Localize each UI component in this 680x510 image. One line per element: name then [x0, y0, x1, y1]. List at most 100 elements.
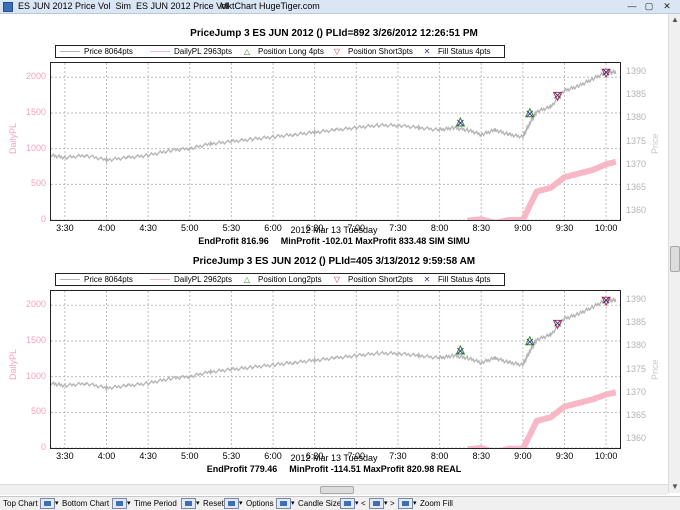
price-line-icon: [60, 279, 80, 281]
short-position-marker: [552, 91, 563, 102]
chevron-down-icon[interactable]: ▾: [413, 500, 417, 507]
legend-short: ▽ Position Short2pts: [330, 275, 413, 284]
top-plot-area[interactable]: [50, 62, 621, 226]
prev-button[interactable]: <: [361, 499, 366, 508]
x-tick-label: 6:30: [305, 223, 324, 233]
x-tick-label: 7:00: [347, 223, 366, 233]
legend-price: Price 8064pts: [60, 275, 133, 284]
options-label: Options: [246, 499, 274, 508]
top-end-profit: EndProfit 816.96: [198, 236, 269, 246]
x-tick-label: 9:00: [514, 223, 532, 233]
legend-dailypl: DailyPL 2962pts: [150, 275, 232, 284]
cross-icon: ✕: [423, 275, 431, 284]
top-min-max-profit: MinProfit -102.01 MaxProfit 833.48 SIM S…: [280, 236, 470, 246]
zoom-fill-button-icon[interactable]: [398, 498, 413, 509]
x-tick-label: 6:00: [264, 451, 282, 461]
scroll-thumb[interactable]: [670, 246, 680, 272]
long-position-marker: [524, 107, 535, 118]
right-tick-label: 1380: [626, 112, 647, 123]
candle-size-label: Candle Size: [298, 499, 342, 508]
next-button-icon[interactable]: [369, 498, 384, 509]
bottom-right-axis-label: Price: [650, 359, 660, 380]
chevron-down-icon[interactable]: ▾: [355, 500, 359, 507]
pl-line-icon: [150, 51, 170, 53]
zoom-fill-label: Zoom Fill: [420, 499, 453, 508]
left-tick-label: 500: [30, 178, 46, 189]
right-tick-label: 1360: [626, 432, 647, 443]
chevron-down-icon[interactable]: ▾: [127, 500, 131, 507]
top-right-axis-label: Price: [650, 133, 660, 154]
app-icon: [3, 2, 13, 12]
next-button[interactable]: >: [390, 499, 395, 508]
x-tick-label: 4:30: [139, 451, 157, 461]
bottom-end-profit: EndProfit 779.46: [206, 464, 278, 474]
hscroll-thumb[interactable]: [320, 486, 354, 494]
price-line-icon: [60, 51, 80, 53]
x-tick-label: 6:30: [305, 451, 324, 461]
left-tick-label: 1000: [25, 370, 46, 381]
bottom-toolbar: Top Chart ▾ Bottom Chart ▾ Time Period ▾…: [0, 496, 680, 510]
scroll-up-icon[interactable]: ▲: [671, 15, 679, 24]
short-position-marker: [601, 296, 611, 307]
legend-dailypl: DailyPL 2963pts: [150, 47, 232, 56]
maximize-button[interactable]: ▢: [644, 1, 654, 11]
chevron-down-icon[interactable]: ▾: [196, 500, 200, 507]
legend-fill: ✕ Fill Status 4pts: [420, 47, 491, 56]
top-chart-button[interactable]: [40, 498, 55, 509]
bottom-date-label: 2012 Mar 13 Tuesday: [290, 453, 378, 463]
top-left-axis-label: DailyPL: [8, 122, 18, 154]
chevron-down-icon[interactable]: ▾: [55, 500, 59, 507]
right-tick-label: 1385: [626, 89, 647, 100]
window-titlebar: ES JUN 2012 Price Vol Sim ES JUN 2012 Pr…: [0, 0, 680, 14]
candle-size-button-icon[interactable]: [276, 498, 291, 509]
chevron-down-icon[interactable]: ▾: [291, 500, 295, 507]
app-name: MktChart HugeTiger.com: [220, 1, 320, 11]
left-tick-label: 1000: [25, 142, 46, 153]
bottom-profit-line: EndProfit 779.46 MinProfit -114.51 MaxPro…: [0, 464, 668, 474]
x-tick-label: 8:00: [430, 451, 449, 461]
top-chart-label: Top Chart: [3, 499, 38, 508]
x-tick-label: 5:00: [181, 223, 199, 233]
options-button-icon[interactable]: [224, 498, 239, 509]
x-tick-label: 10:00: [594, 223, 618, 233]
x-tick-label: 8:30: [472, 223, 490, 233]
triangle-down-icon: ▽: [333, 47, 341, 56]
bottom-chart-button[interactable]: [112, 498, 127, 509]
prev-button-icon[interactable]: [340, 498, 355, 509]
top-chart-legend: Price 8064pts DailyPL 2963pts △ Position …: [55, 45, 505, 58]
minimize-button[interactable]: —: [627, 1, 637, 11]
long-position-marker: [455, 344, 466, 355]
top-chart-svg: [50, 63, 620, 226]
x-tick-label: 4:30: [139, 223, 157, 233]
x-tick-label: 5:30: [222, 451, 241, 461]
legend-long: △ Position Long 4pts: [240, 47, 324, 56]
bottom-plot-area[interactable]: [50, 290, 621, 456]
chevron-down-icon[interactable]: ▾: [384, 500, 388, 507]
left-tick-label: 1500: [25, 334, 46, 345]
top-profit-line: EndProfit 816.96 MinProfit -102.01 MaxPro…: [0, 236, 668, 246]
legend-short: ▽ Position Short3pts: [330, 47, 413, 56]
right-tick-label: 1390: [626, 66, 647, 77]
x-tick-label: 7:30: [389, 223, 407, 233]
price-series-line: [50, 296, 617, 392]
x-tick-label: 10:00: [594, 451, 618, 461]
triangle-up-icon: △: [243, 275, 251, 284]
fill-status-marker: [526, 338, 534, 346]
horizontal-scrollbar[interactable]: [0, 484, 668, 495]
chevron-down-icon[interactable]: ▾: [239, 500, 243, 507]
x-tick-label: 4:00: [97, 451, 116, 461]
long-position-marker: [455, 116, 466, 127]
short-position-marker: [601, 68, 611, 79]
fill-status-marker: [554, 91, 561, 99]
time-period-button[interactable]: [181, 498, 196, 509]
close-button[interactable]: ✕: [663, 1, 671, 11]
right-tick-label: 1375: [626, 363, 647, 374]
reset-button[interactable]: Reset: [203, 499, 224, 508]
right-tick-label: 1375: [626, 135, 647, 146]
vertical-scrollbar[interactable]: ▲ ▼: [668, 14, 680, 493]
right-tick-label: 1380: [626, 340, 647, 351]
scroll-down-icon[interactable]: ▼: [671, 482, 679, 491]
left-tick-label: 2000: [25, 299, 46, 310]
x-tick-label: 5:30: [222, 223, 241, 233]
x-tick-label: 6:00: [264, 223, 282, 233]
